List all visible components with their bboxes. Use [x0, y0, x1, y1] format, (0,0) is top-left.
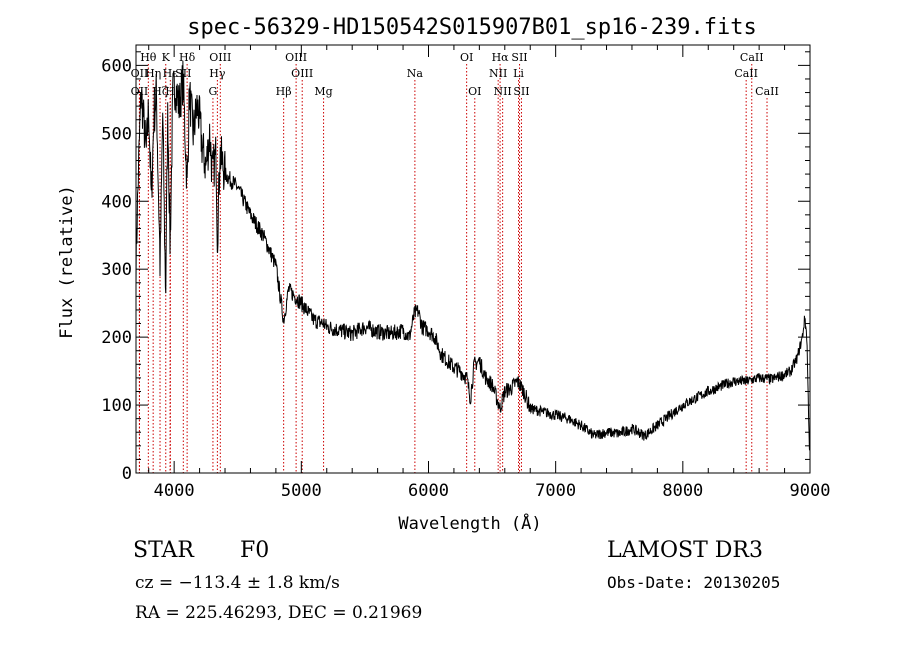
- x-tick-label: 5000: [281, 481, 322, 501]
- x-axis-ticks: 4000 5000 6000 7000 8000 9000: [148, 45, 831, 501]
- line-label: Hβ: [276, 85, 292, 98]
- y-tick-label: 400: [101, 192, 132, 212]
- line-label: SII: [175, 67, 191, 80]
- line-label: Hε: [163, 67, 179, 80]
- line-label: CaII: [734, 67, 758, 80]
- y-axis-ticks: 0 100 200 300 400 500 600: [101, 51, 810, 484]
- line-label: CaII: [740, 51, 764, 64]
- line-label: Hη: [145, 67, 161, 80]
- y-axis-label: Flux (relative): [57, 185, 77, 339]
- y-tick-label: 300: [101, 260, 132, 280]
- line-label: OI: [460, 51, 473, 64]
- line-label: Hθ: [140, 51, 157, 64]
- object-subclass: F0: [240, 538, 270, 563]
- spectrum-line: [135, 60, 811, 451]
- line-label: Hζ: [152, 85, 168, 98]
- observation-date: Obs-Date: 20130205: [607, 573, 781, 592]
- line-label: G: [209, 85, 218, 98]
- line-label: Hδ: [179, 51, 196, 64]
- x-tick-label: 9000: [790, 481, 831, 501]
- coordinates-readout: RA = 225.46293, DEC = 0.21969: [135, 603, 423, 623]
- plot-frame: [135, 44, 811, 474]
- line-label: OIII: [285, 51, 307, 64]
- y-tick-label: 500: [101, 124, 132, 144]
- redshift-readout: cz = −113.4 ± 1.8 km/s: [135, 573, 340, 593]
- line-label: K: [162, 51, 171, 64]
- line-label: NII: [493, 85, 511, 98]
- line-label: OIII: [291, 67, 313, 80]
- line-label: SII: [513, 85, 529, 98]
- line-label: NII: [489, 67, 507, 80]
- line-label: CaII: [755, 85, 779, 98]
- line-label: OI: [468, 85, 481, 98]
- x-axis-label: Wavelength (Å): [398, 512, 541, 534]
- line-label: OIII: [209, 51, 231, 64]
- line-label: OII: [131, 85, 149, 98]
- line-label: Hα: [492, 51, 510, 64]
- chart-title: spec-56329-HD150542S015907B01_sp16-239.f…: [187, 15, 757, 40]
- x-tick-label: 7000: [535, 481, 576, 501]
- line-label: SII: [511, 51, 527, 64]
- line-label: Li: [513, 67, 524, 80]
- x-tick-label: 4000: [154, 481, 195, 501]
- line-label: H: [165, 85, 175, 98]
- x-tick-label: 8000: [662, 481, 703, 501]
- line-label: Na: [407, 67, 424, 80]
- y-tick-label: 0: [122, 464, 132, 484]
- x-tick-label: 6000: [408, 481, 449, 501]
- survey-name: LAMOST DR3: [607, 538, 763, 563]
- line-label: Hγ: [209, 67, 226, 80]
- y-tick-label: 200: [101, 328, 132, 348]
- line-label: Mg: [314, 85, 332, 98]
- y-tick-label: 100: [101, 396, 132, 416]
- object-class: STAR: [133, 538, 194, 563]
- y-tick-label: 600: [101, 56, 132, 76]
- line-label: OII: [131, 67, 149, 80]
